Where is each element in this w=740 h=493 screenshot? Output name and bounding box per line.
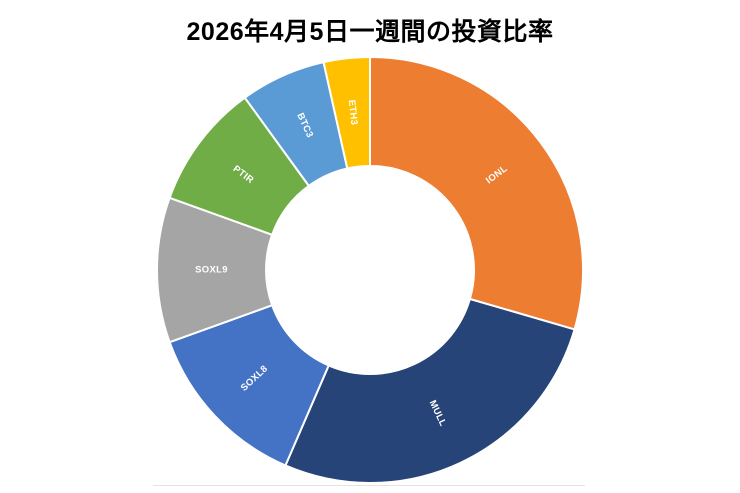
donut-segment-ETH3[interactable]: [322, 56, 371, 170]
chart-bottom-border: [153, 485, 585, 486]
donut-segment-SOXL8[interactable]: [168, 304, 330, 467]
donut-segment-MULL[interactable]: [284, 298, 576, 484]
donut-segment-IONL[interactable]: [369, 56, 584, 331]
chart-title: 2026年4月5日一週間の投資比率: [186, 18, 554, 46]
